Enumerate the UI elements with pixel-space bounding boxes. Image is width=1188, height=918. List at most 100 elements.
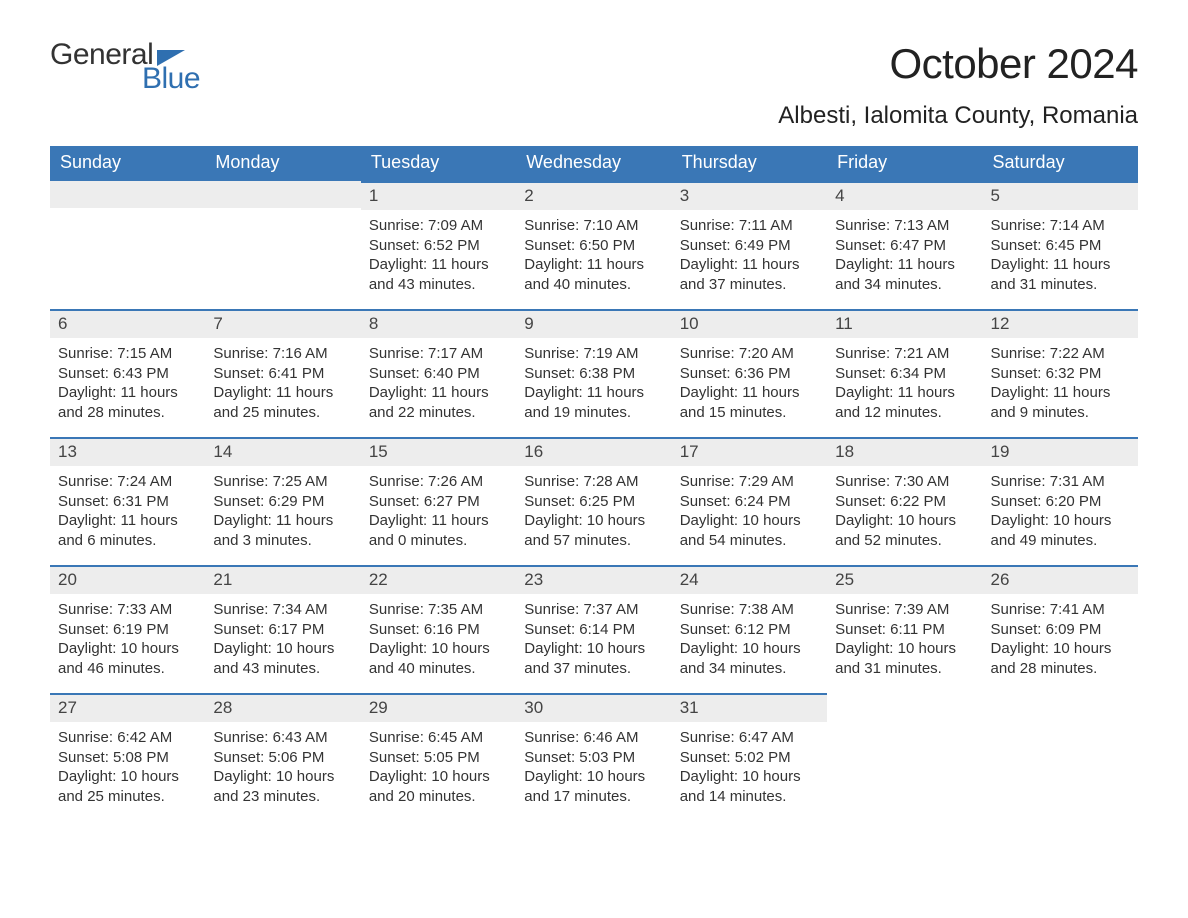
- sunset-line: Sunset: 6:20 PM: [991, 492, 1130, 512]
- sunset-line: Sunset: 6:38 PM: [524, 364, 663, 384]
- day-number: 29: [361, 695, 516, 722]
- calendar-empty-cell: [50, 181, 205, 309]
- sunset-line: Sunset: 6:34 PM: [835, 364, 974, 384]
- day-details: Sunrise: 7:31 AMSunset: 6:20 PMDaylight:…: [983, 466, 1138, 558]
- calendar-day-cell: 28Sunrise: 6:43 AMSunset: 5:06 PMDayligh…: [205, 693, 360, 821]
- day-details: Sunrise: 6:42 AMSunset: 5:08 PMDaylight:…: [50, 722, 205, 814]
- day-details: Sunrise: 7:29 AMSunset: 6:24 PMDaylight:…: [672, 466, 827, 558]
- sunrise-line: Sunrise: 7:11 AM: [680, 216, 819, 236]
- sunset-line: Sunset: 6:17 PM: [213, 620, 352, 640]
- day-number: 4: [827, 183, 982, 210]
- sunset-line: Sunset: 5:08 PM: [58, 748, 197, 768]
- day-details: Sunrise: 7:26 AMSunset: 6:27 PMDaylight:…: [361, 466, 516, 558]
- day-details: Sunrise: 6:45 AMSunset: 5:05 PMDaylight:…: [361, 722, 516, 814]
- sunset-line: Sunset: 6:52 PM: [369, 236, 508, 256]
- weekday-header: Tuesday: [361, 146, 516, 181]
- sunrise-line: Sunrise: 7:29 AM: [680, 472, 819, 492]
- day-number: 28: [205, 695, 360, 722]
- day-number: 6: [50, 311, 205, 338]
- sunrise-line: Sunrise: 6:47 AM: [680, 728, 819, 748]
- day-number: 26: [983, 567, 1138, 594]
- daylight-line: Daylight: 11 hours and 40 minutes.: [524, 255, 663, 294]
- sunrise-line: Sunrise: 7:38 AM: [680, 600, 819, 620]
- day-number: 8: [361, 311, 516, 338]
- calendar-day-cell: 4Sunrise: 7:13 AMSunset: 6:47 PMDaylight…: [827, 181, 982, 309]
- calendar-day-cell: 1Sunrise: 7:09 AMSunset: 6:52 PMDaylight…: [361, 181, 516, 309]
- daylight-line: Daylight: 11 hours and 3 minutes.: [213, 511, 352, 550]
- calendar-day-cell: 7Sunrise: 7:16 AMSunset: 6:41 PMDaylight…: [205, 309, 360, 437]
- daylight-line: Daylight: 10 hours and 25 minutes.: [58, 767, 197, 806]
- day-details: Sunrise: 7:14 AMSunset: 6:45 PMDaylight:…: [983, 210, 1138, 302]
- daylight-line: Daylight: 11 hours and 9 minutes.: [991, 383, 1130, 422]
- sunrise-line: Sunrise: 6:45 AM: [369, 728, 508, 748]
- day-number: 3: [672, 183, 827, 210]
- calendar-day-cell: 31Sunrise: 6:47 AMSunset: 5:02 PMDayligh…: [672, 693, 827, 821]
- day-details: Sunrise: 7:34 AMSunset: 6:17 PMDaylight:…: [205, 594, 360, 686]
- daylight-line: Daylight: 11 hours and 43 minutes.: [369, 255, 508, 294]
- sunset-line: Sunset: 6:32 PM: [991, 364, 1130, 384]
- day-details: Sunrise: 7:37 AMSunset: 6:14 PMDaylight:…: [516, 594, 671, 686]
- sunrise-line: Sunrise: 7:16 AM: [213, 344, 352, 364]
- sunset-line: Sunset: 6:40 PM: [369, 364, 508, 384]
- sunset-line: Sunset: 6:49 PM: [680, 236, 819, 256]
- daylight-line: Daylight: 10 hours and 46 minutes.: [58, 639, 197, 678]
- calendar-day-cell: 29Sunrise: 6:45 AMSunset: 5:05 PMDayligh…: [361, 693, 516, 821]
- calendar-day-cell: 6Sunrise: 7:15 AMSunset: 6:43 PMDaylight…: [50, 309, 205, 437]
- sunrise-line: Sunrise: 7:15 AM: [58, 344, 197, 364]
- sunrise-line: Sunrise: 7:31 AM: [991, 472, 1130, 492]
- day-number: 22: [361, 567, 516, 594]
- sunrise-line: Sunrise: 7:30 AM: [835, 472, 974, 492]
- sunrise-line: Sunrise: 7:19 AM: [524, 344, 663, 364]
- day-number-empty: [205, 181, 360, 208]
- sunrise-line: Sunrise: 6:42 AM: [58, 728, 197, 748]
- title-block: October 2024 Albesti, Ialomita County, R…: [778, 40, 1138, 140]
- calendar-day-cell: 22Sunrise: 7:35 AMSunset: 6:16 PMDayligh…: [361, 565, 516, 693]
- sunrise-line: Sunrise: 6:43 AM: [213, 728, 352, 748]
- day-number: 12: [983, 311, 1138, 338]
- daylight-line: Daylight: 10 hours and 34 minutes.: [680, 639, 819, 678]
- sunrise-line: Sunrise: 7:25 AM: [213, 472, 352, 492]
- daylight-line: Daylight: 10 hours and 23 minutes.: [213, 767, 352, 806]
- day-number: 10: [672, 311, 827, 338]
- sunrise-line: Sunrise: 7:10 AM: [524, 216, 663, 236]
- day-details: Sunrise: 7:13 AMSunset: 6:47 PMDaylight:…: [827, 210, 982, 302]
- daylight-line: Daylight: 11 hours and 25 minutes.: [213, 383, 352, 422]
- calendar-day-cell: 9Sunrise: 7:19 AMSunset: 6:38 PMDaylight…: [516, 309, 671, 437]
- sunrise-line: Sunrise: 7:21 AM: [835, 344, 974, 364]
- sunrise-line: Sunrise: 7:14 AM: [991, 216, 1130, 236]
- sunset-line: Sunset: 6:31 PM: [58, 492, 197, 512]
- calendar-day-cell: 3 Sunrise: 7:11 AMSunset: 6:49 PMDaylight…: [672, 181, 827, 309]
- sunset-line: Sunset: 6:22 PM: [835, 492, 974, 512]
- daylight-line: Daylight: 11 hours and 28 minutes.: [58, 383, 197, 422]
- calendar-day-cell: 19Sunrise: 7:31 AMSunset: 6:20 PMDayligh…: [983, 437, 1138, 565]
- day-details: Sunrise: 7:20 AMSunset: 6:36 PMDaylight:…: [672, 338, 827, 430]
- day-number: 15: [361, 439, 516, 466]
- daylight-line: Daylight: 10 hours and 54 minutes.: [680, 511, 819, 550]
- day-details: Sunrise: 7:19 AMSunset: 6:38 PMDaylight:…: [516, 338, 671, 430]
- weekday-header: Thursday: [672, 146, 827, 181]
- calendar-day-cell: 12Sunrise: 7:22 AMSunset: 6:32 PMDayligh…: [983, 309, 1138, 437]
- sunrise-line: Sunrise: 7:26 AM: [369, 472, 508, 492]
- day-details: Sunrise: 7:16 AMSunset: 6:41 PMDaylight:…: [205, 338, 360, 430]
- calendar-week-row: 13Sunrise: 7:24 AMSunset: 6:31 PMDayligh…: [50, 437, 1138, 565]
- daylight-line: Daylight: 11 hours and 31 minutes.: [991, 255, 1130, 294]
- calendar-table: SundayMondayTuesdayWednesdayThursdayFrid…: [50, 146, 1138, 821]
- calendar-day-cell: 30Sunrise: 6:46 AMSunset: 5:03 PMDayligh…: [516, 693, 671, 821]
- sunrise-line: Sunrise: 7:41 AM: [991, 600, 1130, 620]
- calendar-day-cell: 27Sunrise: 6:42 AMSunset: 5:08 PMDayligh…: [50, 693, 205, 821]
- calendar-day-cell: 15Sunrise: 7:26 AMSunset: 6:27 PMDayligh…: [361, 437, 516, 565]
- daylight-line: Daylight: 10 hours and 37 minutes.: [524, 639, 663, 678]
- sunset-line: Sunset: 6:36 PM: [680, 364, 819, 384]
- day-number: 2: [516, 183, 671, 210]
- sunset-line: Sunset: 6:09 PM: [991, 620, 1130, 640]
- day-details: Sunrise: 7:21 AMSunset: 6:34 PMDaylight:…: [827, 338, 982, 430]
- calendar-week-row: 20Sunrise: 7:33 AMSunset: 6:19 PMDayligh…: [50, 565, 1138, 693]
- day-details: Sunrise: 6:43 AMSunset: 5:06 PMDaylight:…: [205, 722, 360, 814]
- sunrise-line: Sunrise: 7:34 AM: [213, 600, 352, 620]
- calendar-empty-cell: [827, 693, 982, 821]
- daylight-line: Daylight: 11 hours and 37 minutes.: [680, 255, 819, 294]
- calendar-week-row: 27Sunrise: 6:42 AMSunset: 5:08 PMDayligh…: [50, 693, 1138, 821]
- day-number: 23: [516, 567, 671, 594]
- day-number: 9: [516, 311, 671, 338]
- calendar-day-cell: 14Sunrise: 7:25 AMSunset: 6:29 PMDayligh…: [205, 437, 360, 565]
